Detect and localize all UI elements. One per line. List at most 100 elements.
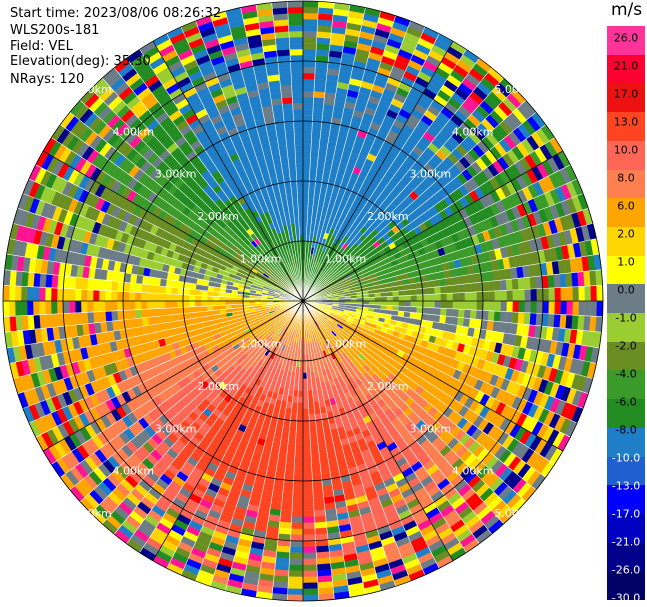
ray-gate bbox=[572, 300, 580, 316]
ray-separator bbox=[302, 4, 351, 302]
ray-gate bbox=[128, 300, 136, 311]
ray-gate bbox=[302, 444, 312, 452]
ray-gate bbox=[62, 288, 70, 302]
ray-gate bbox=[309, 175, 317, 182]
ray-gate bbox=[302, 60, 316, 68]
ray-gate bbox=[517, 312, 525, 325]
ray-gate bbox=[291, 510, 304, 518]
ray-gate bbox=[87, 278, 95, 291]
ray-gate bbox=[427, 314, 435, 322]
ray-gate bbox=[302, 594, 319, 602]
ray-gate bbox=[171, 307, 178, 315]
ray-gate bbox=[464, 292, 472, 302]
ray-gate bbox=[475, 282, 483, 293]
ray-gate bbox=[428, 293, 436, 302]
ray-gate bbox=[93, 311, 101, 324]
ray-gate bbox=[536, 300, 544, 314]
ray-gate bbox=[446, 292, 454, 302]
ray-gate bbox=[276, 545, 291, 553]
ray-gate bbox=[302, 378, 308, 386]
ray-gate bbox=[310, 438, 319, 445]
ray-gate bbox=[307, 396, 314, 404]
ray-gate bbox=[386, 300, 394, 306]
ray-gate bbox=[224, 300, 232, 306]
radar-rays bbox=[2, 0, 604, 602]
ray-gate bbox=[289, 558, 304, 566]
ray-gate bbox=[294, 456, 304, 464]
ray-gate bbox=[470, 300, 478, 311]
ray-gate bbox=[302, 144, 312, 152]
ray-gate bbox=[302, 390, 309, 398]
ray-separator bbox=[302, 49, 467, 302]
ray-gate bbox=[315, 49, 330, 57]
ray-gate bbox=[311, 467, 322, 475]
ray-gate bbox=[171, 314, 179, 322]
ray-gate bbox=[297, 396, 304, 404]
ray-gate bbox=[297, 390, 304, 398]
ray-separator bbox=[302, 111, 537, 302]
ray-gate bbox=[312, 109, 324, 117]
ray-gate bbox=[572, 286, 580, 302]
ray-gate bbox=[293, 474, 304, 482]
ray-gate bbox=[291, 516, 304, 524]
ray-gate bbox=[309, 169, 317, 176]
ray-gate bbox=[302, 468, 313, 476]
ray-gate bbox=[302, 528, 316, 536]
ray-gate bbox=[69, 312, 77, 326]
ray-gate bbox=[302, 156, 311, 164]
ray-gate bbox=[295, 438, 304, 446]
ray-gate bbox=[499, 311, 507, 323]
ray-gate bbox=[542, 287, 550, 302]
ray-gate bbox=[93, 278, 101, 291]
ray-gate bbox=[499, 279, 507, 291]
ray-gate bbox=[314, 79, 327, 87]
ray-gate bbox=[194, 295, 202, 302]
ray-separator bbox=[302, 7, 366, 302]
ray-gate bbox=[200, 305, 208, 312]
ray-gate bbox=[313, 497, 325, 505]
ray-gate bbox=[80, 300, 88, 313]
ray-gate bbox=[302, 72, 316, 80]
ray-gate bbox=[302, 462, 312, 470]
ray-gate bbox=[218, 300, 226, 306]
ray-gate bbox=[511, 311, 519, 324]
ray-gate bbox=[308, 408, 316, 416]
ray-gate bbox=[374, 300, 382, 306]
ray-gate bbox=[317, 443, 327, 451]
ray-gate bbox=[310, 151, 319, 158]
ray-gate bbox=[286, 450, 296, 457]
ray-gate bbox=[147, 276, 156, 286]
ray-gate bbox=[416, 306, 423, 314]
ray-gate bbox=[74, 288, 82, 302]
ray-gate bbox=[302, 510, 315, 518]
ray-gate bbox=[410, 294, 418, 302]
ray-gate bbox=[416, 300, 424, 308]
ray-gate bbox=[316, 163, 325, 171]
ray-gate bbox=[183, 288, 190, 296]
ray-gate bbox=[302, 78, 315, 86]
ray-gate bbox=[547, 274, 555, 289]
ray-gate bbox=[476, 300, 484, 311]
ray-gate bbox=[312, 103, 324, 111]
ray-gate bbox=[302, 180, 310, 188]
ray-gate bbox=[285, 461, 295, 469]
ray-gate bbox=[14, 285, 22, 302]
ray-gate bbox=[291, 402, 298, 410]
ray-gate bbox=[292, 492, 304, 500]
ray-gate bbox=[313, 85, 326, 93]
ray-gate bbox=[285, 455, 295, 463]
ray-gate bbox=[463, 309, 471, 319]
ray-gate bbox=[278, 527, 292, 535]
ray-gate bbox=[302, 186, 310, 194]
ray-gate bbox=[314, 521, 327, 529]
ray-gate bbox=[289, 420, 297, 427]
ray-gate bbox=[110, 290, 118, 302]
ray-gate bbox=[464, 300, 472, 310]
ray-gate bbox=[318, 448, 328, 457]
ray-gate bbox=[506, 300, 514, 313]
ray-gate bbox=[446, 285, 453, 294]
ray-gate bbox=[475, 309, 483, 320]
ray-gate bbox=[75, 277, 83, 290]
ray-gate bbox=[316, 425, 324, 433]
